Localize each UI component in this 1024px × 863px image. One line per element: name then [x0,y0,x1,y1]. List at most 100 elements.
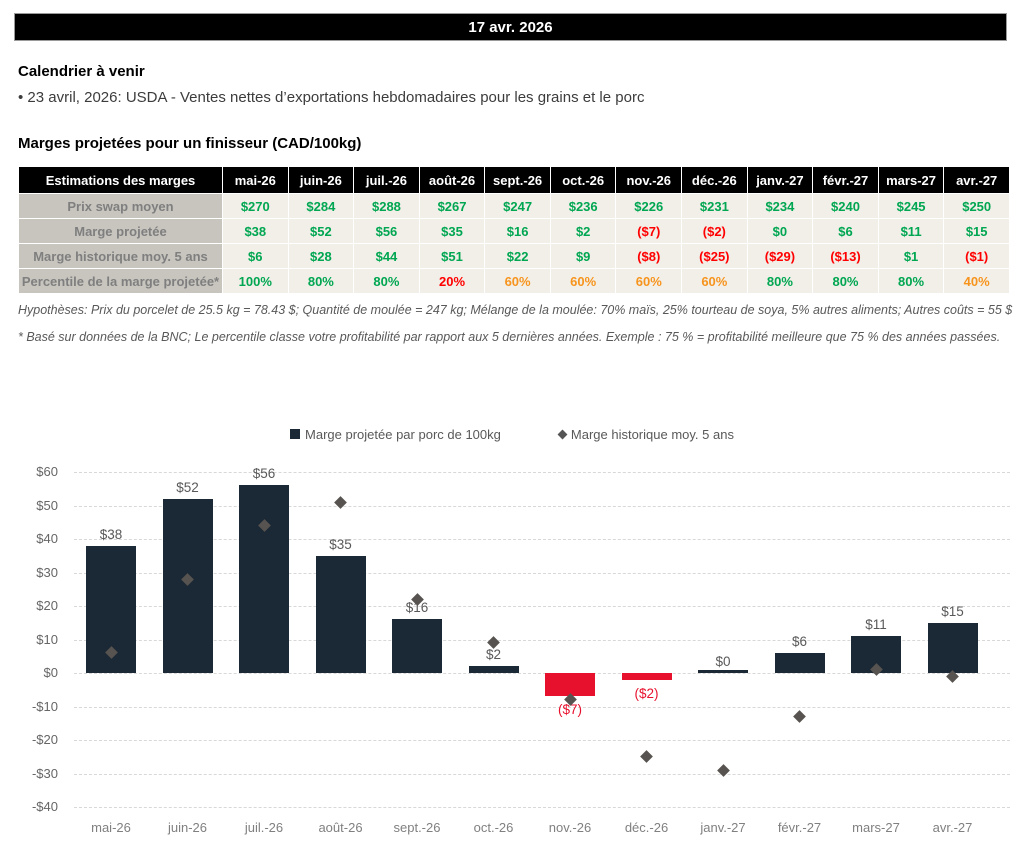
hypotheses-note: Hypothèses: Prix du porcelet de 25.5 kg … [18,303,1013,317]
diamond-marker-déc.-26 [640,750,653,764]
bar-value-label: $6 [791,633,808,649]
bar-value-label: $38 [99,526,123,542]
table-month-header: juil.-26 [353,166,420,194]
table-row: Marge historique moy. 5 ans $6 $28 $44 $51 $2… [18,243,1010,269]
margins-table-header: Estimations des marges mai-26 juin-26 juil.… [18,166,1010,194]
diamond-swatch-icon [557,429,568,439]
table-cell: $6 [812,218,879,244]
x-axis-tick-label: mai-26 [91,820,131,835]
table-cell: $35 [418,218,486,244]
diamond-marker-févr.-27 [793,710,806,723]
bar-août-26 [315,555,366,673]
gridline [74,639,1010,641]
row-label: Percentile de la marge projetée* [18,268,223,294]
bar-sept.-26 [392,619,442,673]
table-cell: 80% [877,268,945,294]
table-month-header: août-26 [418,166,486,194]
table-month-header: avr.-27 [943,166,1010,194]
chart-grid: $38 mai-26 $52 juin-26 $56 juil.-26 $35 août-26… [74,450,1010,860]
table-cell: $56 [353,218,420,244]
table-cell: ($29) [746,243,814,269]
y-axis-tick-label: $40 [36,531,58,546]
x-axis-tick-label: nov.-26 [548,820,592,835]
table-cell: $1 [877,243,945,269]
bar-value-label: $0 [715,654,731,669]
table-cell: ($7) [615,218,683,244]
bar-value-label: ($2) [634,685,659,701]
y-axis-tick-label: -$20 [31,732,58,747]
percentile-footnote: * Basé sur données de la BNC; Le percent… [18,330,1001,344]
table-cell: $236 [549,193,617,219]
bar-swatch-icon [290,429,301,439]
x-axis-tick-label: juil.-26 [244,820,284,835]
margins-section-title: Marges projetées pour un finisseur (CAD/… [18,135,362,152]
table-month-header: nov.-26 [615,166,683,194]
table-cell: $226 [615,193,683,219]
gridline [74,505,1010,507]
table-cell: $52 [287,218,355,244]
table-cell: 60% [681,268,748,294]
bar-oct.-26 [468,666,519,673]
bar-janv.-27 [698,670,748,673]
table-cell: $15 [943,218,1010,244]
y-axis-tick-label: $20 [36,598,58,613]
table-month-header: sept.-26 [484,166,551,194]
bar-value-label: $15 [941,603,964,619]
table-month-header: déc.-26 [681,166,748,194]
table-cell: $270 [222,193,289,219]
gridline [74,606,1010,607]
table-cell: $16 [484,218,551,244]
table-cell: $288 [353,193,420,219]
x-axis-tick-label: sept.-26 [393,820,441,835]
table-row: Prix swap moyen $270 $284 $288 $267 $247 $236 $… [18,193,1010,219]
bar-déc.-26 [621,673,672,680]
table-cell: 60% [549,268,617,294]
table-cell: ($2) [681,218,748,244]
table-cell: 60% [484,268,551,294]
table-cell: ($25) [681,243,748,269]
bar-avr.-27 [927,622,978,673]
y-axis-tick-label: $0 [43,665,58,680]
bar-value-label: $52 [176,479,199,495]
table-cell: $231 [681,193,748,219]
table-cell: $9 [549,243,617,269]
legend-diamond-label: Marge historique moy. 5 ans [570,426,734,442]
y-axis-tick-label: $50 [36,497,58,513]
bar-nov.-26 [545,673,595,697]
table-cell: ($1) [943,243,1010,269]
row-label: Prix swap moyen [18,193,223,219]
table-cell: $0 [746,218,814,244]
table-cell: $22 [484,243,551,269]
gridline [74,572,1010,574]
table-cell: $2 [549,218,617,244]
legend-item-bar: Marge projetée par porc de 100kg [290,427,501,442]
margin-chart: $38 mai-26 $52 juin-26 $56 juil.-26 $35 août-26… [14,450,1014,860]
gridline [74,472,1010,473]
table-cell: $284 [287,193,355,219]
table-cell: $247 [484,193,551,219]
gridline [74,706,1010,708]
bar-value-label: $11 [865,617,887,633]
x-axis-tick-label: avr.-27 [932,820,973,835]
y-axis-tick-label: -$10 [31,698,58,714]
table-cell: $44 [353,243,420,269]
calendar-title: Calendrier à venir [18,63,145,80]
table-cell: 80% [746,268,814,294]
diamond-marker-août-26 [334,495,347,509]
table-month-header: févr.-27 [812,166,879,194]
y-axis-tick-label: $30 [36,564,58,580]
x-axis-tick-label: déc.-26 [624,820,669,835]
legend-item-diamond: Marge historique moy. 5 ans [557,426,734,442]
table-cell: 80% [287,268,355,294]
table-row: Marge projetée $38 $52 $56 $35 $16 $2 ($7) ($2) $… [18,218,1010,244]
x-axis-tick-label: juin-26 [167,820,208,835]
y-axis-tick-label: $10 [36,631,58,647]
table-cell: $250 [943,193,1010,219]
bar-févr.-27 [774,652,825,673]
table-cell: $240 [812,193,879,219]
table-row: Percentile de la marge projetée* 100% 80% 8… [18,268,1010,294]
table-month-header: mars-27 [877,166,945,194]
table-corner-header: Estimations des marges [18,166,223,194]
table-cell: ($8) [615,243,683,269]
table-cell: 20% [418,268,486,294]
